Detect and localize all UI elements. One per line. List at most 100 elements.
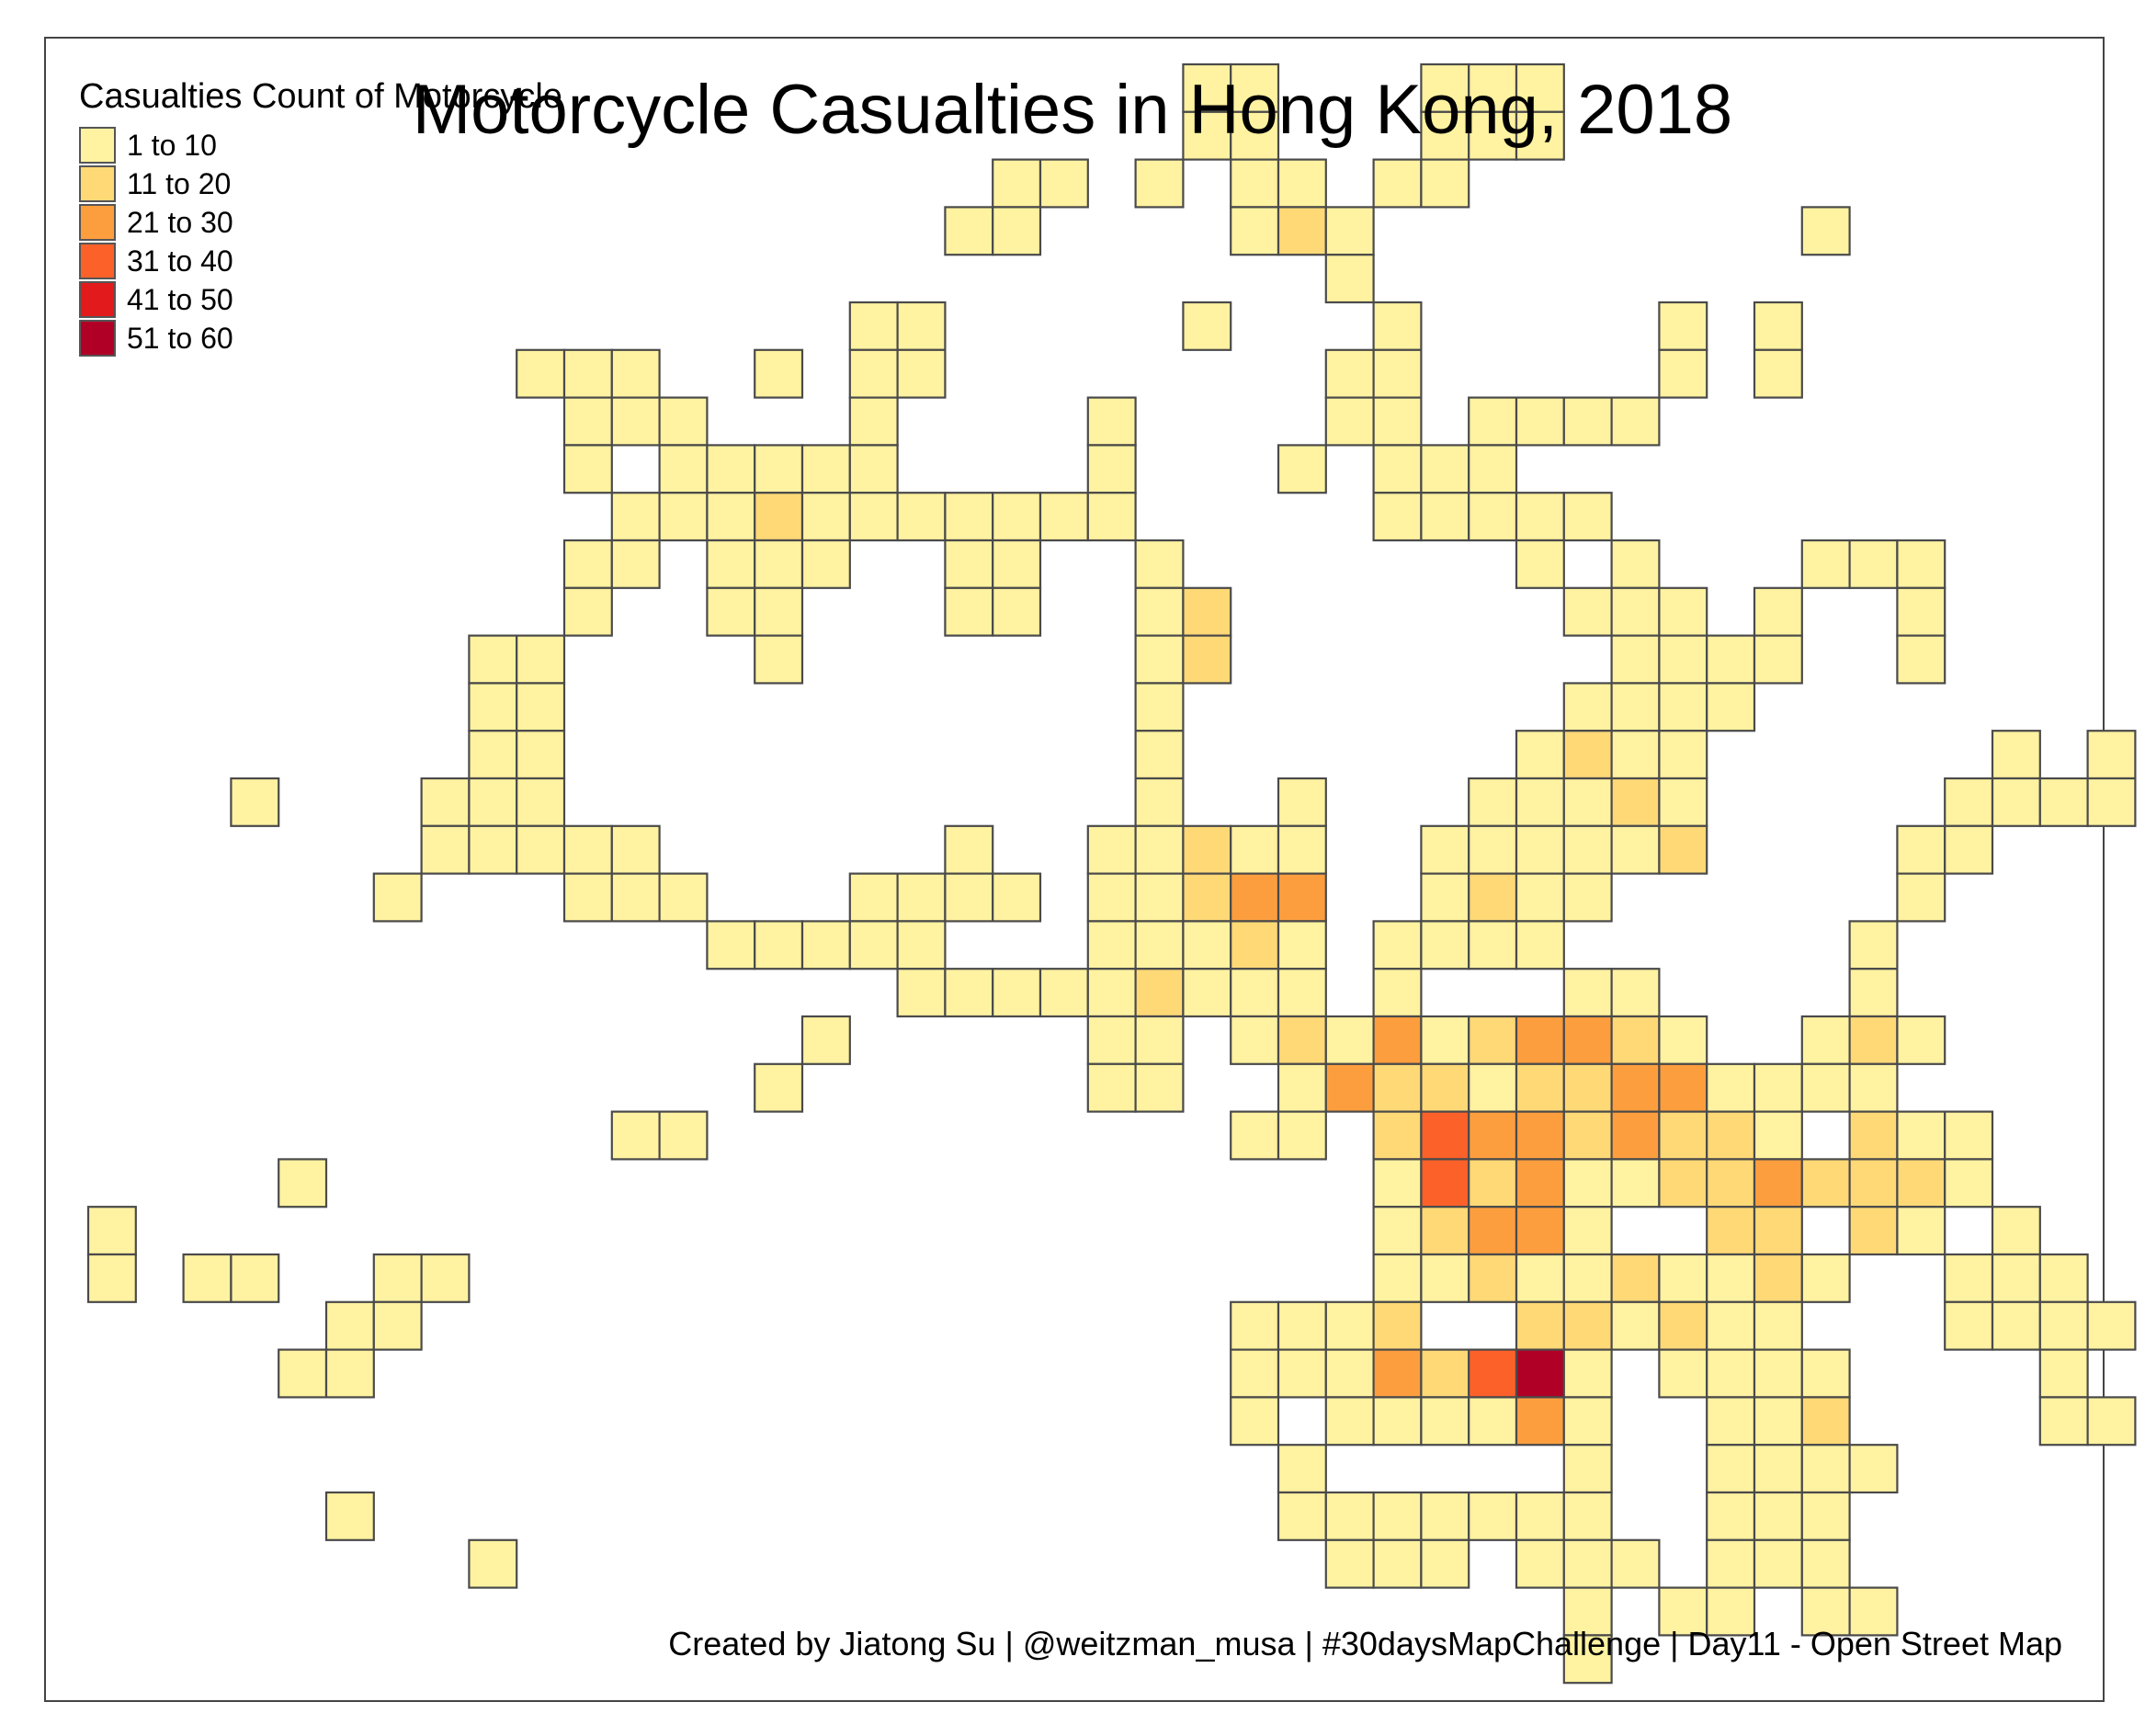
grid-cell [1230, 920, 1280, 970]
grid-cell [1230, 110, 1280, 161]
grid-cell [1515, 777, 1565, 827]
grid-cell [1515, 872, 1565, 923]
grid-cell [754, 634, 804, 685]
grid-cell [1562, 1158, 1613, 1208]
grid-cell [562, 444, 613, 494]
grid-cell [1134, 920, 1185, 970]
legend-swatch [79, 204, 116, 241]
grid-cell [1134, 777, 1185, 827]
grid-cell [1324, 1538, 1375, 1589]
legend-item: 51 to 60 [79, 319, 562, 357]
grid-cell [800, 492, 851, 542]
legend-item: 1 to 10 [79, 126, 562, 165]
grid-cell [1562, 682, 1613, 732]
grid-cell [1610, 1062, 1661, 1113]
grid-cell [944, 586, 994, 637]
grid-cell [372, 1300, 423, 1351]
grid-cell [1562, 1348, 1613, 1399]
grid-cell [1562, 777, 1613, 827]
grid-cell [1658, 1300, 1708, 1351]
grid-cell [1277, 1491, 1327, 1541]
grid-cell [1753, 1206, 1803, 1256]
grid-cell [1610, 539, 1661, 589]
grid-cell [848, 396, 899, 447]
grid-cell [2038, 1348, 2089, 1399]
grid-cell [420, 777, 471, 827]
grid-cell [468, 1538, 518, 1589]
grid-cell [848, 492, 899, 542]
grid-cell [1420, 1015, 1470, 1065]
grid-cell [1468, 824, 1518, 875]
legend-label: 1 to 10 [127, 128, 217, 162]
grid-cell [1182, 968, 1232, 1018]
grid-cell [1562, 1444, 1613, 1494]
grid-cell [1800, 539, 1851, 589]
grid-cell [2086, 777, 2137, 827]
grid-cell [992, 492, 1042, 542]
grid-cell [1848, 1015, 1899, 1065]
grid-cell [1706, 1158, 1756, 1208]
grid-cell [278, 1348, 328, 1399]
grid-cell [1182, 110, 1232, 161]
grid-cell [1134, 586, 1185, 637]
grid-cell [468, 634, 518, 685]
grid-cell [1706, 682, 1756, 732]
grid-cell [754, 492, 804, 542]
grid-cell [1562, 492, 1613, 542]
grid-cell [420, 1253, 471, 1303]
grid-cell [1277, 158, 1327, 209]
grid-cell [1944, 777, 1994, 827]
grid-cell [1324, 1062, 1375, 1113]
legend-title: Casualties Count of Motorcycle [79, 77, 562, 116]
grid-cell [658, 396, 709, 447]
grid-cell [992, 872, 1042, 923]
grid-cell [1372, 1206, 1423, 1256]
grid-cell [324, 1491, 375, 1541]
grid-cell [1420, 920, 1470, 970]
grid-cell [896, 872, 947, 923]
grid-cell [1658, 1062, 1708, 1113]
grid-cell [1944, 1158, 1994, 1208]
grid-cell [1372, 396, 1423, 447]
grid-cell [1658, 1348, 1708, 1399]
grid-cell [1706, 1300, 1756, 1351]
grid-cell [1182, 872, 1232, 923]
grid-cell [1515, 1253, 1565, 1303]
grid-cell [1562, 1062, 1613, 1113]
grid-cell [1706, 1396, 1756, 1447]
grid-cell [1420, 1538, 1470, 1589]
grid-cell [1468, 777, 1518, 827]
grid-cell [2038, 1396, 2089, 1447]
grid-cell [1562, 1634, 1613, 1685]
grid-cell [230, 1253, 280, 1303]
grid-cell [944, 206, 994, 256]
grid-cell [468, 730, 518, 780]
grid-cell [1468, 1015, 1518, 1065]
grid-cell [754, 586, 804, 637]
grid-cell [1610, 1110, 1661, 1161]
grid-cell [1372, 1062, 1423, 1113]
grid-cell [1134, 968, 1185, 1018]
grid-cell [1230, 968, 1280, 1018]
grid-cell [1848, 920, 1899, 970]
grid-cell [1086, 492, 1137, 542]
legend-swatch [79, 243, 116, 279]
grid-cell [1562, 872, 1613, 923]
grid-cell [1230, 1348, 1280, 1399]
grid-cell [1991, 730, 2041, 780]
grid-cell [1800, 1396, 1851, 1447]
grid-cell [1372, 158, 1423, 209]
grid-cell [1658, 1158, 1708, 1208]
grid-cell [1277, 824, 1327, 875]
grid-cell [944, 539, 994, 589]
grid-cell [1277, 872, 1327, 923]
grid-cell [1324, 1491, 1375, 1541]
grid-cell [562, 539, 613, 589]
grid-cell [1468, 1062, 1518, 1113]
grid-cell [1420, 1348, 1470, 1399]
grid-cell [1277, 968, 1327, 1018]
grid-cell [1468, 444, 1518, 494]
grid-cell [1230, 158, 1280, 209]
grid-cell [1610, 1253, 1661, 1303]
